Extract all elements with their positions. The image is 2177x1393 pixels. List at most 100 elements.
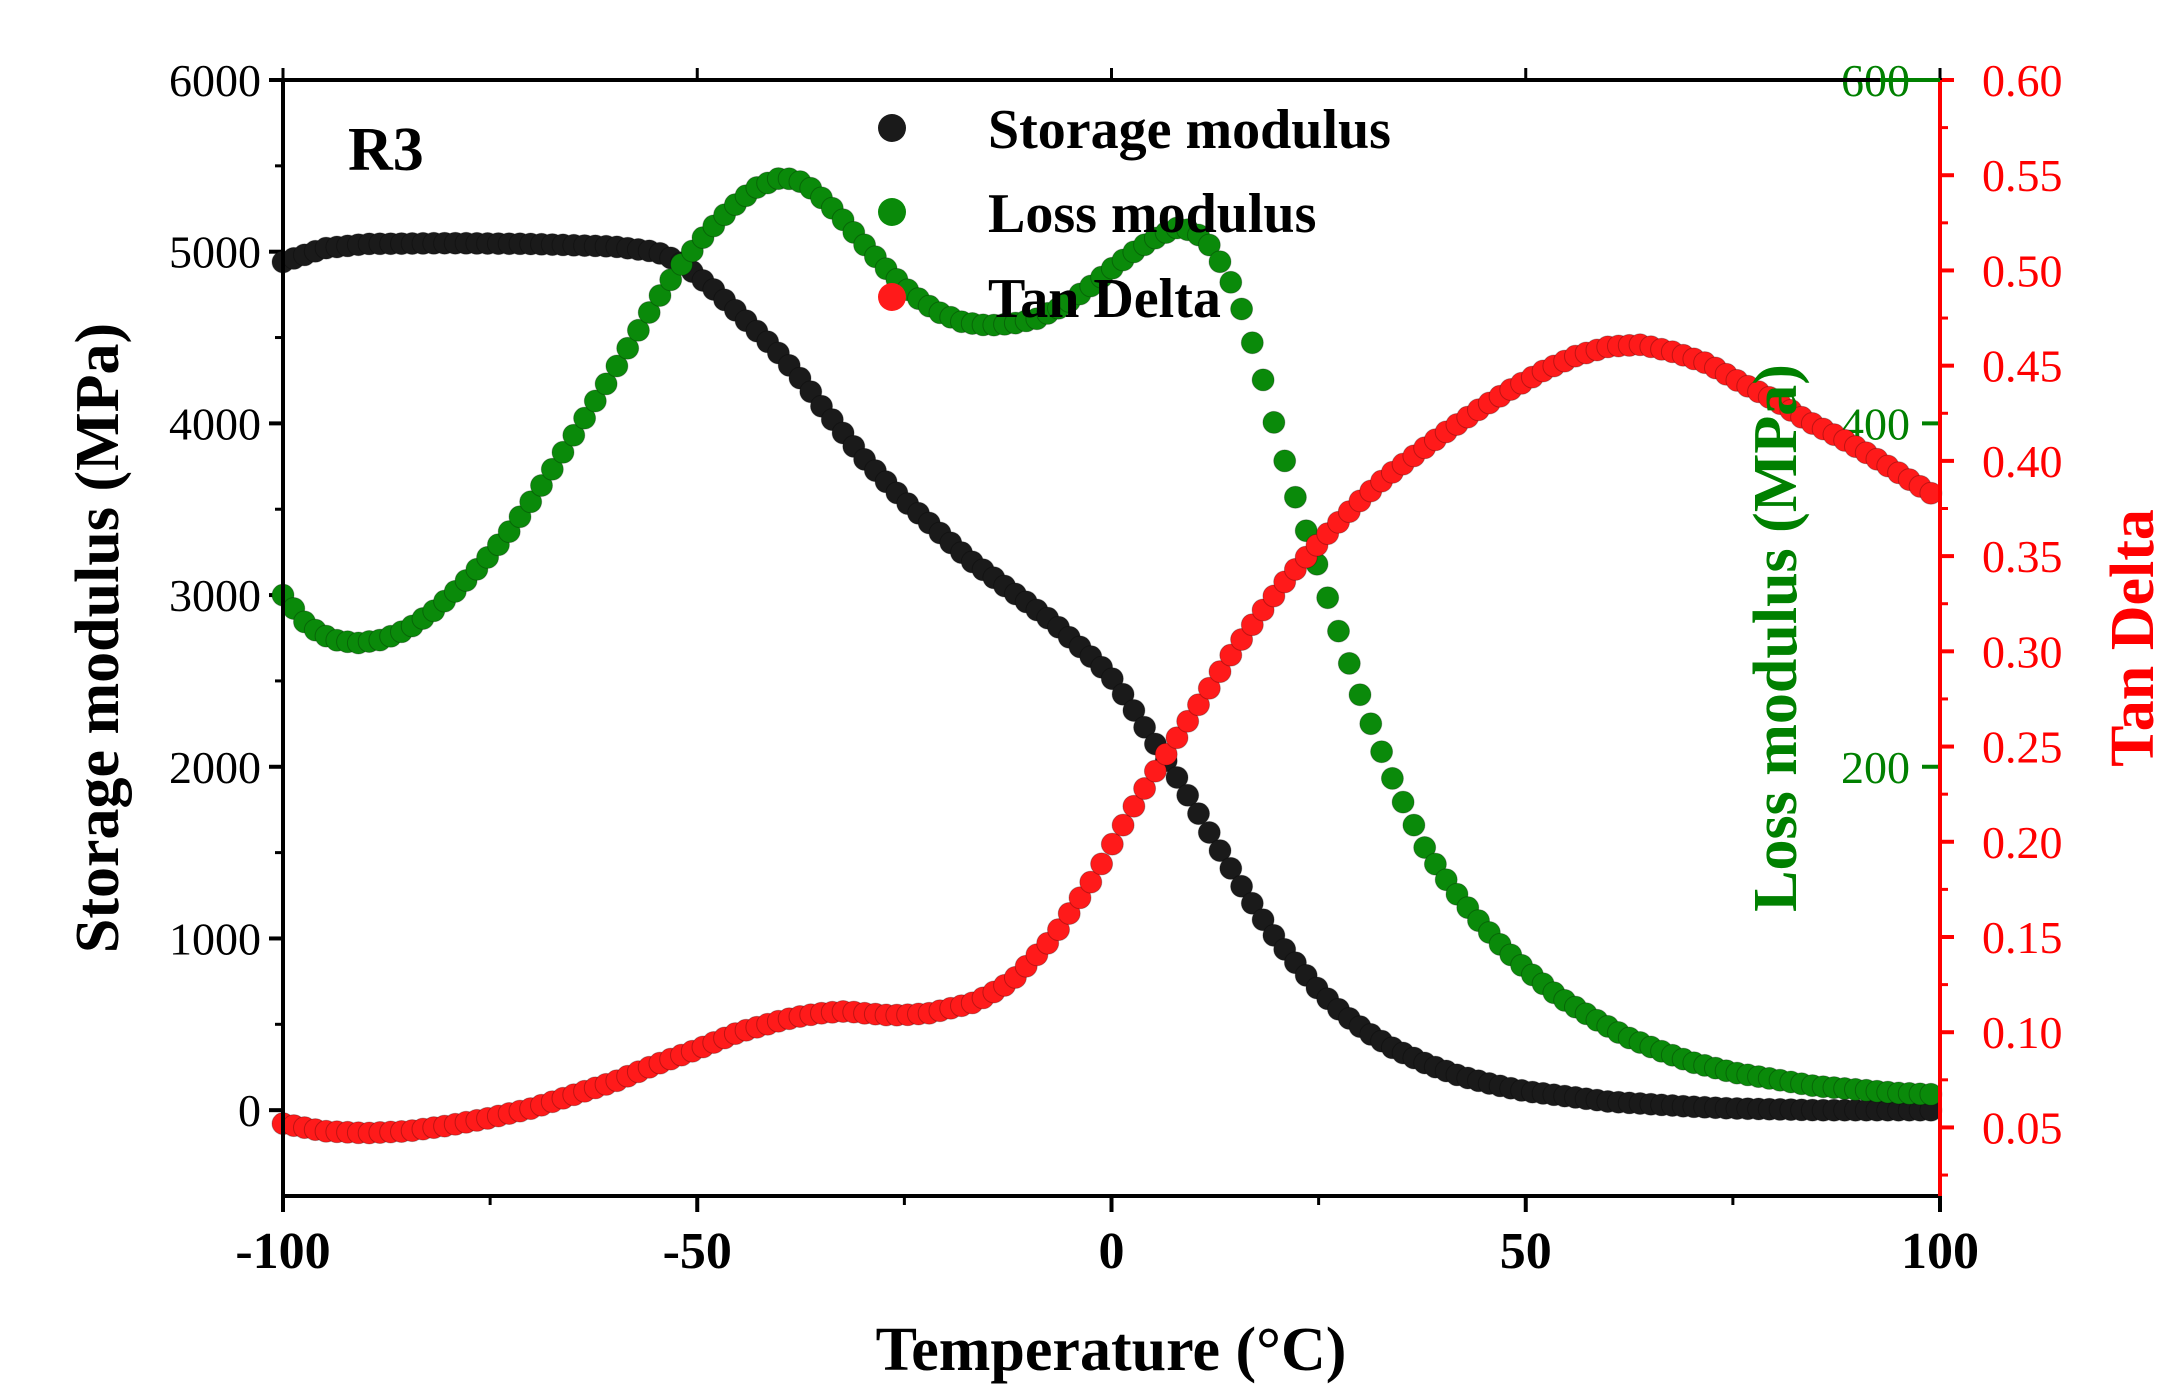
loss-modulus-point [1251,368,1275,392]
legend: Storage modulus Loss modulus Tan Delta [878,99,1391,330]
storage-modulus-series [271,231,1943,1122]
storage-modulus-point [1122,699,1146,722]
panel-label: R3 [348,116,424,184]
tan-delta-point [1143,759,1167,783]
tan-delta-point [1079,870,1103,894]
loss-modulus-point [551,440,575,464]
loss-modulus-point [594,372,618,396]
loss-modulus-series [271,167,1943,1106]
loss-modulus-point [1370,740,1394,764]
storage-modulus-point [1197,821,1221,844]
y-left-tick-label: 5000 [169,227,261,278]
storage-modulus-point [1230,874,1254,898]
x-tick-label: -50 [663,1223,732,1280]
loss-modulus-point [659,268,683,292]
tan-delta-point [1068,886,1092,910]
tan-tick-label: 0.05 [1982,1102,2063,1153]
loss-modulus-point [1359,712,1383,736]
y-left-tick-label: 0 [238,1085,261,1136]
loss-modulus-point [1262,410,1286,434]
loss-modulus-point [1197,233,1221,257]
storage-modulus-point [1240,891,1264,915]
y-left-tick-label: 1000 [169,913,261,964]
tan-delta-point [1176,709,1200,733]
storage-modulus-point [1187,802,1210,826]
tick-labels: -100 -50 0 50 100010002000300040005000600020… [169,55,2063,1280]
loss-modulus-point [1337,651,1361,675]
loss-modulus-point [583,389,607,413]
x-tick-label: 50 [1500,1223,1552,1280]
loss-tick-label: 200 [1841,742,1910,793]
tan-delta-point [1111,813,1135,837]
tan-delta-point [1047,918,1070,942]
storage-modulus-point [1219,856,1243,880]
tan-tick-label: 0.55 [1982,150,2063,201]
x-axis-title: Temperature (°C) [876,1316,1347,1384]
tan-delta-point [1154,742,1178,766]
loss-modulus-point [1230,297,1254,321]
tan-delta-point [1187,693,1210,717]
storage-modulus-point [1251,908,1275,932]
loss-modulus-point [562,423,586,447]
loss-modulus-point [1348,683,1372,707]
legend-label-storage: Storage modulus [988,99,1391,161]
storage-axis-title: Storage modulus (MPa) [64,323,132,953]
x-tick-label: -100 [235,1223,330,1280]
loss-modulus-point [530,474,553,497]
legend-label-tan: Tan Delta [988,268,1221,330]
tan-delta-point [1100,832,1124,856]
loss-modulus-point [648,284,672,307]
tan-delta-point [1122,794,1146,818]
tan-tick-label: 0.40 [1982,436,2063,487]
loss-modulus-point [573,406,597,430]
storage-modulus-point [1165,766,1189,789]
loss-modulus-point [1423,852,1447,876]
tan-delta-point [1208,660,1232,684]
loss-modulus-point [1391,790,1415,814]
x-tick-label: 0 [1099,1223,1125,1280]
tan-axis-title: Tan Delta [2099,509,2167,767]
loss-modulus-point [1240,331,1264,355]
loss-modulus-point [605,354,629,378]
loss-modulus-point [616,336,640,360]
tan-tick-label: 0.10 [1982,1007,2063,1058]
loss-modulus-point [1380,766,1404,790]
y-left-tick-label: 4000 [169,398,261,449]
loss-modulus-point [626,318,650,342]
tan-tick-label: 0.20 [1982,817,2063,868]
tan-tick-label: 0.25 [1982,722,2063,773]
loss-modulus-point [1327,619,1350,643]
tan-delta-point [1219,643,1243,667]
storage-modulus-point [1208,839,1232,863]
y-left-tick-label: 2000 [169,742,261,793]
legend-marker-storage [878,114,906,142]
tan-delta-point [1090,852,1114,876]
tan-delta-point [1165,726,1189,750]
y-left-tick-label: 6000 [169,55,261,106]
tan-tick-label: 0.35 [1982,531,2063,582]
tan-tick-label: 0.30 [1982,626,2063,677]
tan-tick-label: 0.50 [1982,245,2063,296]
x-tick-label: 100 [1901,1223,1979,1280]
loss-modulus-point [540,457,564,481]
tan-delta-point [1057,902,1081,925]
legend-marker-loss [878,198,906,226]
loss-modulus-point [1402,813,1426,837]
legend-marker-tan [878,283,906,311]
legend-label-loss: Loss modulus [988,183,1316,245]
loss-modulus-point [1273,449,1297,473]
storage-modulus-point [1111,682,1135,706]
loss-modulus-point [519,490,543,514]
y-left-tick-label: 3000 [169,570,261,621]
loss-modulus-point [1413,836,1437,859]
storage-modulus-point [1176,783,1200,807]
storage-modulus-point [1133,715,1157,739]
tan-tick-label: 0.60 [1982,55,2063,106]
tan-delta-series [271,333,1943,1145]
tan-tick-label: 0.45 [1982,341,2063,392]
storage-modulus-point [1100,667,1124,691]
loss-modulus-point [1316,586,1340,610]
tan-delta-point [1133,777,1157,800]
